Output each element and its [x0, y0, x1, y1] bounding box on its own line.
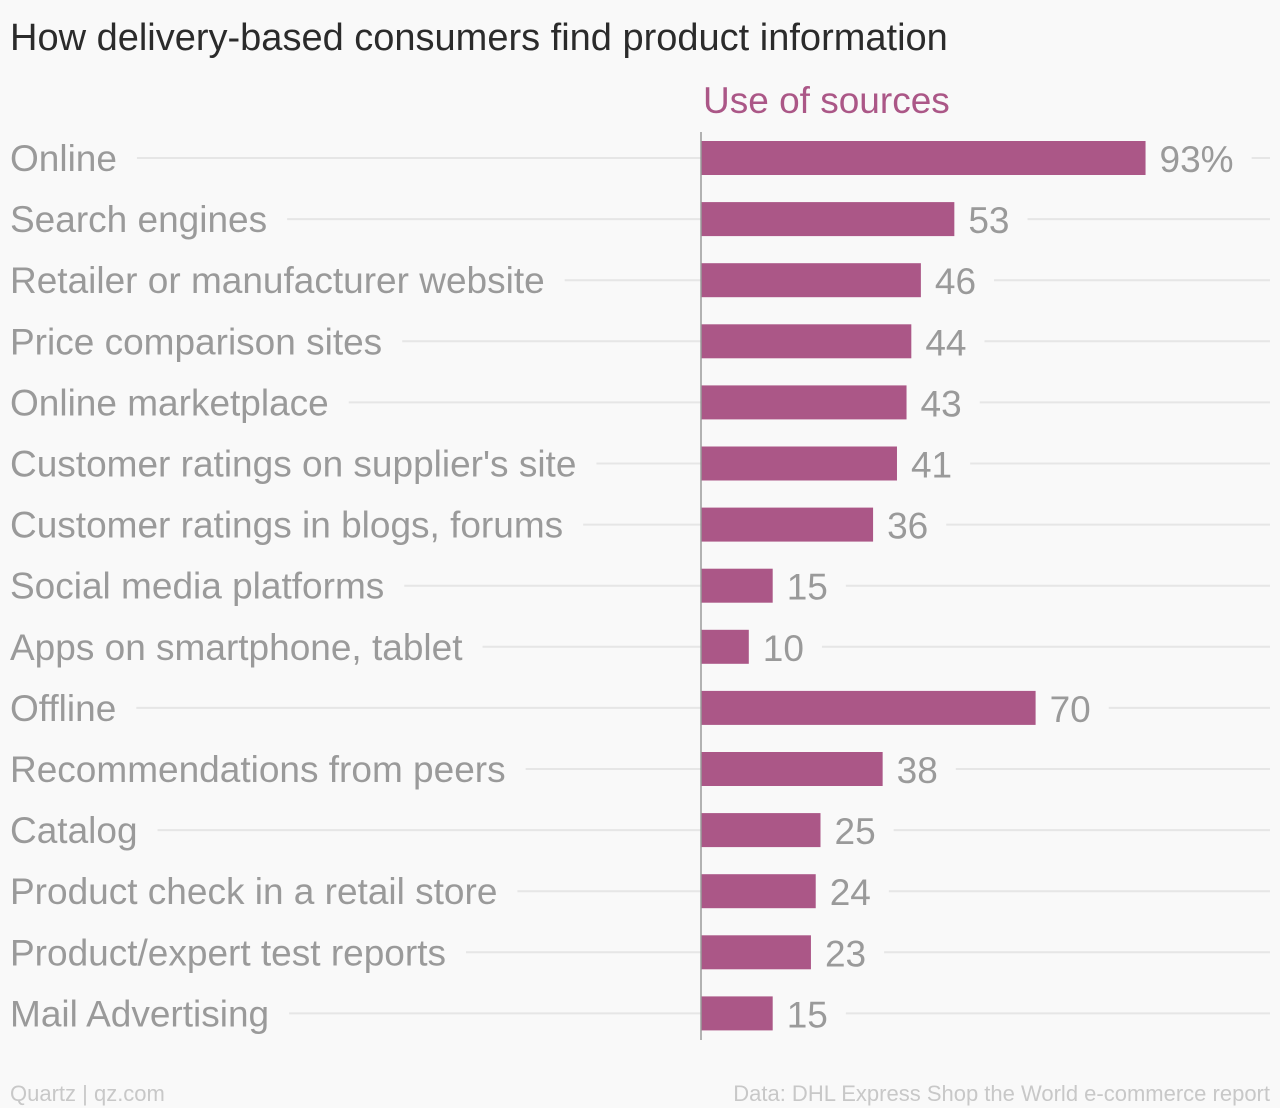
value-label: 70 [1050, 689, 1091, 730]
bar [701, 935, 811, 970]
category-label: Online marketplace [10, 382, 329, 423]
value-label: 43 [921, 383, 962, 424]
bar [701, 507, 874, 542]
category-label: Product check in a retail store [10, 871, 497, 912]
value-labels: 93% 53 46 44 43 41 36 15 10 70 38 25 24 23 15 [763, 139, 1234, 1035]
category-labels: Online Search engines Retailer or manufact… [10, 138, 576, 1034]
bar [701, 690, 1036, 725]
bar [701, 874, 816, 909]
category-label: Search engines [10, 199, 267, 240]
value-label: 41 [911, 445, 952, 486]
value-label: 25 [835, 811, 876, 852]
category-label: Retailer or manufacturer website [10, 260, 545, 301]
category-label: Apps on smartphone, tablet [10, 627, 463, 668]
value-label: 24 [830, 872, 871, 913]
value-label: 23 [825, 933, 866, 974]
value-label: 93% [1160, 139, 1234, 180]
bars [701, 141, 1146, 1031]
category-label: Online [10, 138, 117, 179]
category-label: Recommendations from peers [10, 749, 506, 790]
value-label: 15 [787, 567, 828, 608]
bar [701, 996, 773, 1031]
bar [701, 568, 773, 603]
category-label: Customer ratings on supplier's site [10, 444, 576, 485]
value-label: 15 [787, 994, 828, 1035]
bar [701, 141, 1146, 175]
category-label: Product/expert test reports [10, 932, 446, 973]
value-label: 10 [763, 628, 804, 669]
category-label: Customer ratings in blogs, forums [10, 505, 563, 546]
series-label: Use of sources [703, 80, 950, 121]
gridlines [136, 157, 1270, 1015]
bar [701, 202, 955, 237]
category-label: Offline [10, 688, 116, 729]
category-label: Mail Advertising [10, 993, 269, 1034]
category-label: Catalog [10, 810, 138, 851]
bar [701, 629, 749, 664]
bar [701, 446, 897, 481]
value-label: 38 [897, 750, 938, 791]
bar [701, 263, 921, 298]
bar [701, 813, 821, 848]
category-label: Price comparison sites [10, 321, 382, 362]
footer-source-right: Data: DHL Express Shop the World e-comme… [733, 1081, 1270, 1106]
value-label: 44 [925, 322, 966, 363]
bar [701, 324, 912, 359]
bar [701, 752, 883, 786]
value-label: 53 [968, 200, 1009, 241]
value-label: 46 [935, 261, 976, 302]
bar [701, 385, 907, 420]
chart-title: How delivery-based consumers find produc… [10, 17, 948, 59]
category-label: Social media platforms [10, 566, 384, 607]
footer-source-left: Quartz | qz.com [10, 1081, 165, 1106]
value-label: 36 [887, 506, 928, 547]
